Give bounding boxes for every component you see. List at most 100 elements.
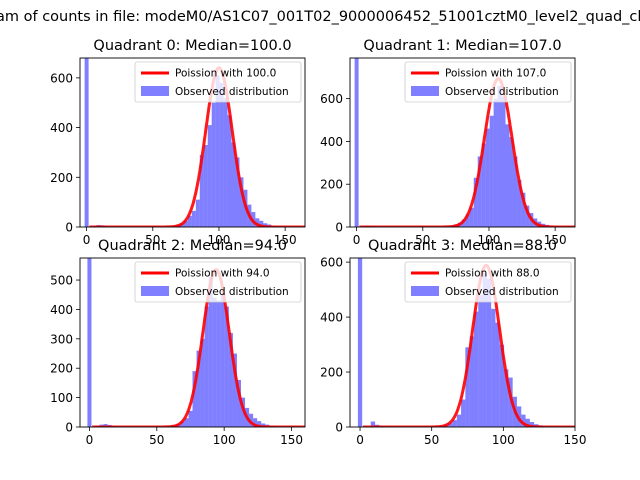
axes-frame xyxy=(349,57,576,228)
histogram-bar xyxy=(448,423,453,427)
histogram-bar xyxy=(187,215,192,227)
histogram-bar xyxy=(505,124,510,227)
panel-title: Quadrant 1: Median=107.0 xyxy=(363,38,561,54)
histogram-bar xyxy=(486,278,492,427)
x-tick-label: 0 xyxy=(353,233,361,247)
y-tick-label: 200 xyxy=(50,362,73,376)
histogram-bar xyxy=(192,371,197,427)
panel-title: Quadrant 2: Median=94.0 xyxy=(98,238,287,254)
histogram-bar xyxy=(235,157,240,227)
histogram-bar xyxy=(220,294,225,427)
histogram-bar xyxy=(219,82,224,227)
histogram-bar xyxy=(370,421,376,427)
histogram-bar xyxy=(469,336,474,427)
legend-box xyxy=(404,61,572,103)
legend-line-label: Poission with 94.0 xyxy=(175,268,270,280)
y-tick-label: 600 xyxy=(320,256,343,270)
histogram-bar xyxy=(529,422,535,427)
x-tick-label: 150 xyxy=(544,233,567,247)
histogram-bar xyxy=(224,306,229,427)
legend: Poission with 88.0 Observed distribution xyxy=(404,261,572,303)
histogram-bar xyxy=(211,102,216,227)
histogram-bar xyxy=(255,218,260,227)
legend-box xyxy=(134,261,302,303)
y-tick-label: 100 xyxy=(50,391,73,405)
histogram-bar xyxy=(481,143,486,227)
panel-title: Quadrant 0: Median=100.0 xyxy=(93,38,291,54)
histogram-bar xyxy=(465,214,470,227)
histogram-bar xyxy=(199,154,204,227)
histogram-bar xyxy=(207,125,212,227)
y-tick-label: 400 xyxy=(320,135,343,149)
histogram-bar xyxy=(456,414,462,427)
histogram-bar xyxy=(253,418,258,427)
histogram-bar xyxy=(461,219,466,227)
histogram-bar xyxy=(495,322,500,427)
poisson-curve xyxy=(359,77,575,227)
histogram-bar xyxy=(183,220,188,227)
plot-area xyxy=(87,258,305,427)
x-tick-label: 0 xyxy=(356,433,364,447)
legend-bar-swatch xyxy=(411,286,439,296)
histogram-bar xyxy=(232,353,237,427)
x-tick-label: 100 xyxy=(208,233,231,247)
y-tick-label: 400 xyxy=(320,311,343,325)
x-tick-label: 100 xyxy=(478,233,501,247)
histogram-bar xyxy=(212,297,217,427)
histogram-bar xyxy=(452,420,457,427)
histogram-bar xyxy=(509,137,514,227)
x-tick-label: 0 xyxy=(83,233,91,247)
x-tick-label: 50 xyxy=(145,233,160,247)
histogram-bar xyxy=(239,177,244,227)
figure-suptitle: Histogram of counts in file: modeM0/AS1C… xyxy=(0,9,640,25)
histogram-bar xyxy=(236,379,242,427)
histogram-bar xyxy=(465,347,470,427)
y-tick-label: 400 xyxy=(50,303,73,317)
legend-bar-swatch xyxy=(141,86,169,96)
axes-frame xyxy=(79,57,306,228)
histogram-bar xyxy=(499,344,505,427)
poisson-curve xyxy=(92,268,305,427)
histogram-bar xyxy=(180,421,185,427)
legend-bar-label: Observed distribution xyxy=(175,286,289,298)
legend-line-label: Poission with 107.0 xyxy=(445,68,546,80)
histogram-bar xyxy=(501,96,506,227)
histogram-bar xyxy=(513,156,518,227)
histogram-bar xyxy=(223,97,228,227)
histogram-bar xyxy=(257,421,262,427)
y-tick-label: 200 xyxy=(320,178,343,192)
plot-area xyxy=(357,258,575,427)
histogram-bar xyxy=(357,258,363,427)
histogram-bar xyxy=(461,399,466,427)
panel-title: Quadrant 3: Median=88.0 xyxy=(368,238,557,254)
y-tick-label: 600 xyxy=(50,71,73,85)
histogram-bar xyxy=(208,277,213,427)
histogram-bar xyxy=(517,179,522,227)
histogram-bar xyxy=(191,210,196,227)
histogram-bar xyxy=(188,410,193,427)
legend: Poission with 107.0 Observed distribution xyxy=(404,61,572,103)
legend-bar-label: Observed distribution xyxy=(175,86,289,98)
x-tick-label: 150 xyxy=(564,433,587,447)
legend-box xyxy=(404,261,572,303)
histogram-bar xyxy=(489,115,494,227)
y-tick-label: 0 xyxy=(65,421,73,435)
x-tick-label: 50 xyxy=(149,433,164,447)
legend-line-label: Poission with 100.0 xyxy=(175,68,276,80)
legend-bar-label: Observed distribution xyxy=(445,286,559,298)
plot-area xyxy=(354,58,575,227)
histogram-bar xyxy=(84,58,89,227)
histogram-bar xyxy=(469,207,474,227)
quadrant-panel-1: 0 50 100 150 0 200 400 600 Quadrant 1: Median=10… xyxy=(320,38,576,247)
x-tick-label: 0 xyxy=(86,433,94,447)
histogram-bar xyxy=(508,377,513,427)
histogram-bar xyxy=(482,273,487,427)
y-tick-label: 0 xyxy=(65,221,73,235)
histogram-bar xyxy=(259,220,264,227)
histogram-bar xyxy=(231,142,236,227)
histogram-bar xyxy=(491,308,496,427)
histogram-bar xyxy=(261,423,266,427)
histogram-bar xyxy=(200,338,205,427)
histogram-bar xyxy=(263,223,268,227)
